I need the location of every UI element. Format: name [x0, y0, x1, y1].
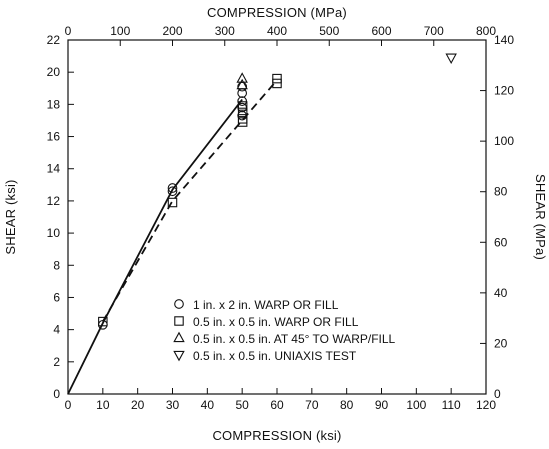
x-tick-label: 100: [406, 398, 426, 412]
y-tick-label: 8: [53, 258, 60, 272]
legend-marker-triangle-down: [173, 350, 185, 362]
x-tick-label: 120: [476, 398, 496, 412]
y-tick-label: 20: [47, 65, 61, 79]
top-tick-label: 800: [476, 24, 496, 38]
right-tick-label: 40: [494, 286, 508, 300]
right-tick-label: 120: [494, 84, 514, 98]
right-axis-title: SHEAR (MPa): [533, 174, 548, 260]
point-square: [167, 197, 178, 208]
x-tick-label: 110: [442, 398, 461, 412]
point-circle: [237, 96, 248, 106]
y-tick-label: 18: [47, 97, 61, 111]
x-tick-label: 60: [270, 398, 284, 412]
x-tick-label: 70: [305, 398, 319, 412]
y-tick-label: 4: [53, 323, 60, 337]
legend-label: 0.5 in. x 0.5 in. UNIAXIS TEST: [193, 349, 357, 363]
point-triangle-down: [445, 53, 457, 65]
legend-marker-square: [174, 316, 184, 326]
y-tick-label: 10: [47, 226, 61, 240]
x-tick-label: 20: [131, 398, 145, 412]
dashed-fit-line: [102, 79, 278, 323]
point-circle: [167, 183, 178, 193]
point-triangle-up: [236, 72, 248, 83]
y-tick-label: 2: [53, 355, 60, 369]
point-triangle-up: [236, 78, 248, 90]
top-tick-label: 500: [319, 24, 339, 38]
x-tick-label: 30: [166, 398, 180, 412]
point-circle: [167, 186, 178, 197]
y-tick-label: 16: [47, 130, 61, 144]
legend-label: 1 in. x 2 in. WARP OR FILL: [193, 298, 339, 312]
y-tick-label: 6: [53, 290, 60, 304]
y-tick-label: 12: [47, 194, 61, 208]
top-tick-label: 300: [215, 24, 235, 38]
data-points: [97, 53, 457, 330]
x-tick-label: 40: [201, 398, 215, 412]
point-circle: [237, 81, 248, 92]
plot-frame: [67, 39, 487, 395]
x-tick-label: 90: [375, 398, 389, 412]
legend-label: 0.5 in. x 0.5 in. WARP OR FILL: [193, 315, 359, 329]
legend-marker-triangle-up: [173, 331, 185, 343]
y-tick-label: 14: [47, 162, 61, 176]
top-tick-label: 600: [371, 24, 391, 38]
point-square: [237, 114, 248, 124]
top-tick-label: 400: [267, 24, 287, 38]
top-tick-label: 0: [65, 24, 72, 38]
point-square: [98, 316, 108, 327]
y-tick-label: 0: [53, 387, 60, 401]
x-tick-label: 80: [340, 398, 354, 412]
right-tick-label: 80: [494, 185, 508, 199]
right-tick-label: 20: [494, 336, 508, 350]
top-tick-label: 100: [110, 24, 130, 38]
legend-marker-circle: [174, 299, 184, 309]
x-tick-label: 50: [235, 398, 249, 412]
x-tick-label: 0: [65, 398, 72, 412]
top-tick-label: 200: [162, 24, 182, 38]
legend-label: 0.5 in. x 0.5 in. AT 45° TO WARP/FILL: [193, 332, 396, 346]
right-tick-label: 0: [494, 387, 501, 401]
legend: 1 in. x 2 in. WARP OR FILL 0.5 in. x 0.5 …: [173, 298, 396, 363]
fit-lines: [67, 79, 278, 395]
right-tick-label: 140: [494, 33, 514, 47]
x-tick-label: 10: [96, 398, 110, 412]
solid-fit-line: [67, 98, 243, 395]
right-tick-label: 60: [494, 235, 508, 249]
y-axis-title: SHEAR (ksi): [3, 179, 18, 254]
point-square: [272, 78, 282, 89]
y-tick-label: 22: [47, 33, 61, 47]
top-axis-title: COMPRESSION (MPa): [207, 5, 347, 20]
top-tick-label: 700: [424, 24, 444, 38]
right-tick-label: 100: [494, 134, 514, 148]
x-axis-title: COMPRESSION (ksi): [212, 428, 341, 443]
point-square: [272, 73, 282, 84]
point-square: [237, 107, 248, 118]
point-square: [237, 101, 248, 111]
